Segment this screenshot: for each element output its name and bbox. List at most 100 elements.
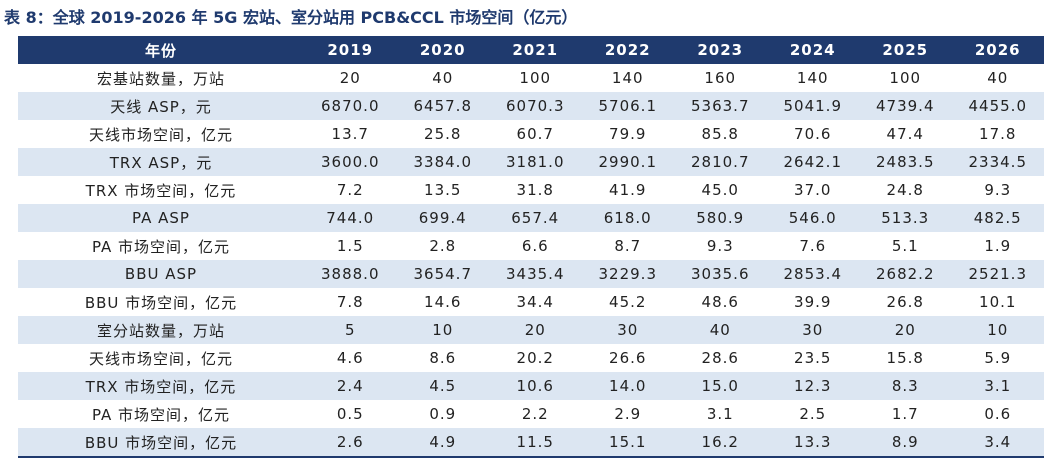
cell: 5706.1: [581, 92, 674, 120]
cell: 10.6: [489, 372, 582, 400]
cell: 100: [889, 69, 922, 87]
cell: 20: [339, 69, 361, 87]
cell: 6457.8: [396, 92, 489, 120]
cell: 28.6: [701, 349, 739, 367]
row-label: TRX 市场空间，亿元: [18, 372, 304, 400]
cell: 13.5: [424, 181, 462, 199]
cell: 2025: [859, 36, 952, 64]
table-row: PA 市场空间，亿元 0.5 0.9 2.2 2.9 3.1 2.5 1.7 0.6: [18, 400, 1044, 428]
row-label: TRX 市场空间，亿元: [85, 181, 237, 200]
cell: 513.3: [859, 204, 952, 232]
cell: 7.8: [336, 293, 364, 311]
table-row: 天线市场空间，亿元 4.6 8.6 20.2 26.6 28.6 23.5 15.8 5.9: [18, 344, 1044, 372]
cell: 11.5: [489, 428, 582, 457]
cell: 5.9: [984, 349, 1012, 367]
cell: 5: [304, 316, 397, 344]
cell: 100: [519, 69, 552, 87]
cell: 2521.3: [951, 260, 1044, 288]
header-row: 年份 2019 2020 2021 2022 2023 2024 2025 2026: [18, 36, 1044, 64]
cell: 15.8: [886, 349, 924, 367]
cell: 37.0: [794, 181, 832, 199]
cell: 3888.0: [304, 260, 397, 288]
cell: 2810.7: [674, 148, 767, 176]
cell: 30: [766, 316, 859, 344]
cell: 6.6: [521, 237, 549, 255]
row-label: 室分站数量，万站: [18, 316, 304, 344]
cell: 618.0: [581, 204, 674, 232]
cell: 13.3: [766, 428, 859, 457]
cell: 2334.5: [951, 148, 1044, 176]
cell: 160: [704, 69, 737, 87]
cell: 34.4: [516, 293, 554, 311]
cell: 39.9: [794, 293, 832, 311]
row-label: 年份: [18, 36, 304, 64]
cell: 5.1: [891, 237, 919, 255]
cell: 3.4: [951, 428, 1044, 457]
cell: 1.5: [336, 237, 364, 255]
cell: 10.1: [979, 293, 1017, 311]
cell: 20: [859, 316, 952, 344]
cell: 23.5: [794, 349, 832, 367]
cell: 40: [432, 69, 454, 87]
cell: 13.7: [331, 125, 369, 143]
cell: 2.2: [521, 405, 549, 423]
cell: 3435.4: [489, 260, 582, 288]
cell: 48.6: [701, 293, 739, 311]
cell: 20.2: [516, 349, 554, 367]
cell: 0.6: [984, 405, 1012, 423]
cell: 2853.4: [766, 260, 859, 288]
cell: 657.4: [489, 204, 582, 232]
cell: 40: [674, 316, 767, 344]
table-row: BBU ASP 3888.0 3654.7 3435.4 3229.3 3035.6 285…: [18, 260, 1044, 288]
cell: 546.0: [766, 204, 859, 232]
cell: 2642.1: [766, 148, 859, 176]
cell: 2.5: [799, 405, 827, 423]
cell: 8.3: [859, 372, 952, 400]
cell: 2990.1: [581, 148, 674, 176]
cell: 20: [489, 316, 582, 344]
cell: 2022: [581, 36, 674, 64]
cell: 2023: [674, 36, 767, 64]
table-row: 宏基站数量，万站 20 40 100 140 160 140 100 40: [18, 64, 1044, 92]
table-row: BBU 市场空间，亿元 2.6 4.9 11.5 15.1 16.2 13.3 8.9 3.4: [18, 428, 1044, 457]
row-label: PA ASP: [18, 204, 304, 232]
cell: 4739.4: [859, 92, 952, 120]
table-row: TRX 市场空间，亿元 7.2 13.5 31.8 41.9 45.0 37.0 24.8 9.…: [18, 176, 1044, 204]
cell: 79.9: [609, 125, 647, 143]
cell: 8.6: [429, 349, 457, 367]
cell: 14.6: [424, 293, 462, 311]
cell: 6070.3: [489, 92, 582, 120]
cell: 699.4: [396, 204, 489, 232]
cell: 2024: [766, 36, 859, 64]
cell: 70.6: [794, 125, 832, 143]
cell: 3384.0: [396, 148, 489, 176]
cell: 2.4: [304, 372, 397, 400]
cell: 3.1: [951, 372, 1044, 400]
cell: 15.0: [674, 372, 767, 400]
cell: 3600.0: [304, 148, 397, 176]
cell: 2019: [304, 36, 397, 64]
cell: 24.8: [886, 181, 924, 199]
cell: 10: [396, 316, 489, 344]
cell: 2026: [951, 36, 1044, 64]
cell: 17.8: [979, 125, 1017, 143]
cell: 2021: [489, 36, 582, 64]
cell: 12.3: [766, 372, 859, 400]
cell: 14.0: [581, 372, 674, 400]
cell: 45.2: [609, 293, 647, 311]
row-label: PA 市场空间，亿元: [91, 405, 231, 424]
cell: 140: [796, 69, 829, 87]
table-row: 天线市场空间，亿元 13.7 25.8 60.7 79.9 85.8 70.6 47.4 17.…: [18, 120, 1044, 148]
cell: 45.0: [701, 181, 739, 199]
table-row: TRX ASP，元 3600.0 3384.0 3181.0 2990.1 2810.7 2…: [18, 148, 1044, 176]
row-label: BBU 市场空间，亿元: [18, 428, 304, 457]
cell: 3035.6: [674, 260, 767, 288]
cell: 10: [951, 316, 1044, 344]
cell: 3.1: [706, 405, 734, 423]
cell: 40: [987, 69, 1009, 87]
cell: 1.7: [891, 405, 919, 423]
table-row: 天线 ASP，元 6870.0 6457.8 6070.3 5706.1 5363.7 50…: [18, 92, 1044, 120]
cell: 4.6: [336, 349, 364, 367]
table-row: TRX 市场空间，亿元 2.4 4.5 10.6 14.0 15.0 12.3 8.3 3.1: [18, 372, 1044, 400]
